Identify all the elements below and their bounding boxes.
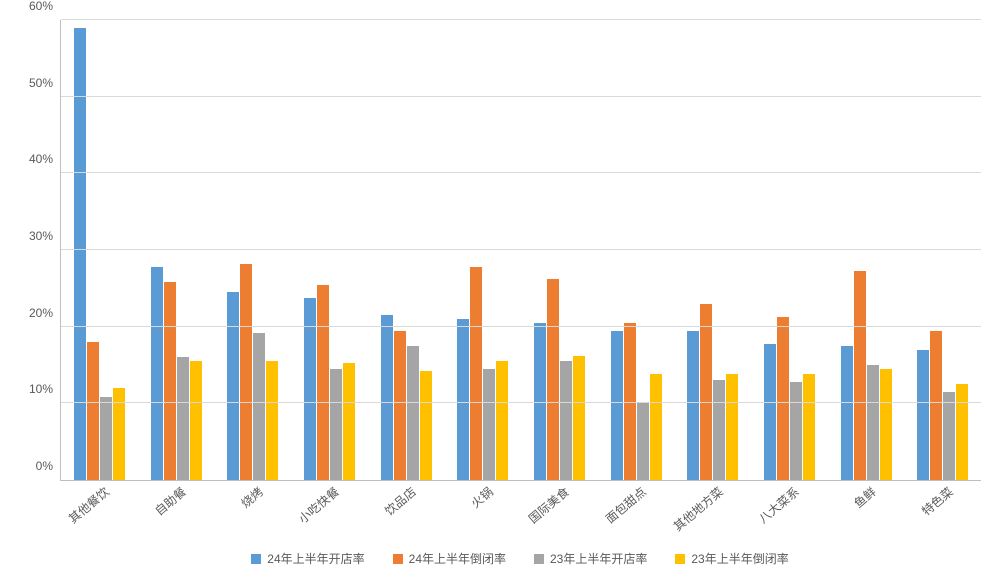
bar [637,402,649,480]
bar-group: 其他餐饮 [61,20,138,480]
legend-swatch [534,554,544,564]
x-tick-label: 自助餐 [151,483,190,519]
bar [470,267,482,480]
x-tick-label: 国际美食 [525,483,573,527]
bar [803,374,815,480]
legend-item: 24年上半年开店率 [251,550,364,567]
x-tick-label: 饮品店 [381,483,420,519]
x-tick-label: 面包甜点 [602,483,650,527]
bar [547,279,559,480]
bar [687,331,699,481]
bar [867,365,879,480]
bar-group: 八大菜系 [751,20,828,480]
bar-group: 其他地方菜 [674,20,751,480]
bar-group: 面包甜点 [598,20,675,480]
legend-label: 24年上半年开店率 [267,550,364,567]
bar [240,264,252,480]
x-tick-label: 特色菜 [918,483,957,519]
bar [880,369,892,480]
bar [611,331,623,481]
y-tick-label: 10% [29,382,61,396]
bar [343,363,355,480]
legend-label: 23年上半年倒闭率 [691,550,788,567]
y-tick-label: 60% [29,0,61,13]
bar-group: 特色菜 [904,20,981,480]
bar [930,331,942,481]
bar-group: 小吃快餐 [291,20,368,480]
legend: 24年上半年开店率 24年上半年倒闭率 23年上半年开店率 23年上半年倒闭率 [60,550,980,567]
bar [573,356,585,480]
bar-group: 火锅 [444,20,521,480]
bar-group: 鱼鲜 [828,20,905,480]
gridline [61,96,981,97]
bar [777,317,789,480]
bar [917,350,929,480]
bar [227,292,239,480]
gridline [61,19,981,20]
bar [943,392,955,480]
bar [151,267,163,480]
bar [381,315,393,480]
gridline [61,402,981,403]
legend-swatch [393,554,403,564]
bar [164,282,176,480]
bar [700,304,712,480]
gridline [61,249,981,250]
legend-label: 23年上半年开店率 [550,550,647,567]
bar-group: 国际美食 [521,20,598,480]
bar [956,384,968,480]
bar [790,382,802,480]
bar [177,357,189,480]
bar [100,397,112,480]
bar-group: 饮品店 [368,20,445,480]
bar-group: 自助餐 [138,20,215,480]
bar [87,342,99,480]
bar [560,361,572,480]
x-tick-label: 火锅 [467,483,496,511]
bar [726,374,738,480]
legend-swatch [251,554,261,564]
x-tick-label: 烧烤 [237,483,266,511]
bar [317,285,329,481]
y-tick-label: 50% [29,76,61,90]
bar [457,319,469,480]
bar [190,361,202,480]
bar [483,369,495,480]
legend-item: 23年上半年开店率 [534,550,647,567]
gridline [61,172,981,173]
gridline [61,326,981,327]
bar [407,346,419,480]
chart-container: 其他餐饮自助餐烧烤小吃快餐饮品店火锅国际美食面包甜点其他地方菜八大菜系鱼鲜特色菜… [0,0,1000,575]
bars-row: 其他餐饮自助餐烧烤小吃快餐饮品店火锅国际美食面包甜点其他地方菜八大菜系鱼鲜特色菜 [61,20,981,480]
plot-area: 其他餐饮自助餐烧烤小吃快餐饮品店火锅国际美食面包甜点其他地方菜八大菜系鱼鲜特色菜… [60,20,981,481]
y-tick-label: 40% [29,152,61,166]
legend-label: 24年上半年倒闭率 [409,550,506,567]
x-tick-label: 其他餐饮 [65,483,113,527]
x-tick-label: 八大菜系 [755,483,803,527]
bar [496,361,508,480]
bar [841,346,853,480]
bar [420,371,432,480]
bar [764,344,776,480]
x-tick-label: 其他地方菜 [669,483,726,535]
y-tick-label: 20% [29,306,61,320]
bar [394,331,406,481]
x-tick-label: 鱼鲜 [850,483,879,511]
legend-swatch [675,554,685,564]
y-tick-label: 0% [36,459,61,473]
bar-group: 烧烤 [214,20,291,480]
bar [330,369,342,480]
bar [253,333,265,480]
legend-item: 24年上半年倒闭率 [393,550,506,567]
bar [266,361,278,480]
x-tick-label: 小吃快餐 [295,483,343,527]
bar [854,271,866,480]
bar [713,380,725,480]
y-tick-label: 30% [29,229,61,243]
legend-item: 23年上半年倒闭率 [675,550,788,567]
bar [650,374,662,480]
